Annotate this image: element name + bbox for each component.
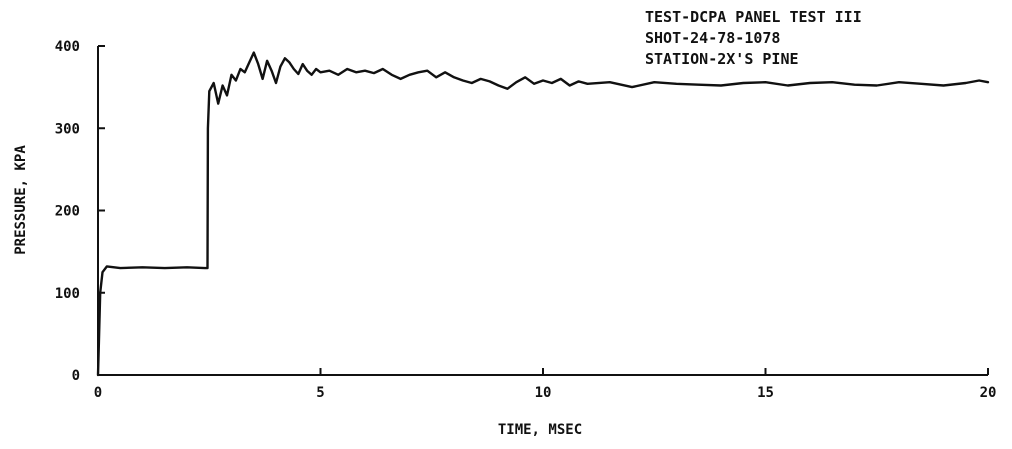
y-tick-label: 200 bbox=[55, 204, 80, 220]
x-tick-label: 20 bbox=[980, 385, 997, 401]
y-tick-label: 0 bbox=[72, 368, 80, 384]
series-layer bbox=[96, 51, 990, 377]
x-axis-label: TIME, MSEC bbox=[498, 422, 582, 438]
pressure-series-line bbox=[96, 51, 990, 377]
chart-title-line-2: SHOT-24-78-1078 bbox=[645, 29, 780, 47]
x-tick-label: 5 bbox=[316, 385, 324, 401]
y-tick-label: 300 bbox=[55, 121, 80, 137]
x-tick-label: 10 bbox=[535, 385, 552, 401]
y-axis-label: PRESSURE, KPA bbox=[13, 145, 29, 255]
y-tick-label: 100 bbox=[55, 286, 80, 302]
y-tick-label: 400 bbox=[55, 39, 80, 55]
chart-title-line-3: STATION-2X'S PINE bbox=[645, 50, 799, 68]
x-tick-label: 0 bbox=[94, 385, 102, 401]
x-tick-label: 15 bbox=[757, 385, 774, 401]
chart-title-line-1: TEST-DCPA PANEL TEST III bbox=[645, 8, 862, 26]
